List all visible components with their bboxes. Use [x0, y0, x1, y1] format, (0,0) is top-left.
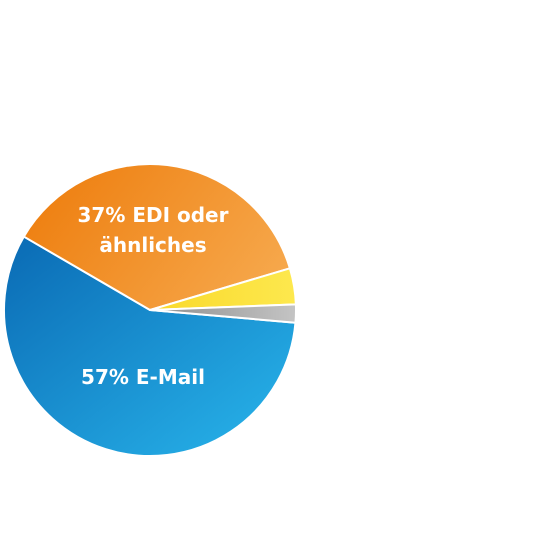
- pie-labels: 57% E-Mail 37% EDI oder ähnliches: [78, 203, 229, 389]
- slice-edi: [22, 163, 291, 311]
- slice-email: [3, 235, 297, 457]
- label-line: 37% EDI oder: [78, 203, 229, 227]
- label-line: 57% E-Mail: [81, 365, 205, 389]
- slice-gray: [149, 303, 297, 324]
- slice-email-label: 57% E-Mail: [81, 365, 205, 389]
- pie-slices: [3, 163, 297, 457]
- label-line: ähnliches: [99, 233, 206, 257]
- slice-edi-label: 37% EDI oder ähnliches: [78, 203, 229, 257]
